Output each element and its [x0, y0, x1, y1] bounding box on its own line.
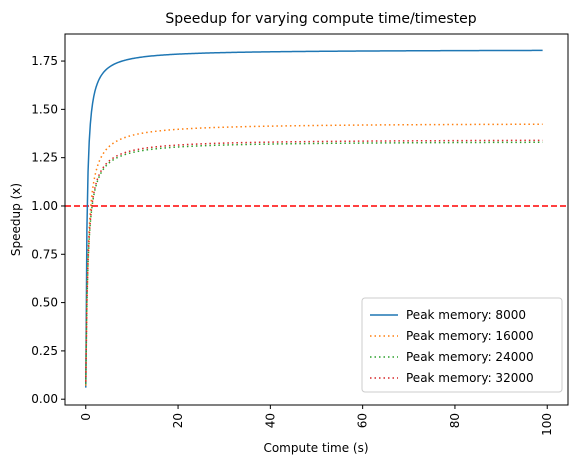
series-line-1: [85, 49, 543, 388]
y-tick-label: 1.75: [31, 54, 58, 68]
y-tick-label: 0.00: [31, 392, 58, 406]
x-tick-label: 100: [540, 413, 554, 436]
x-tick-label: 20: [171, 413, 185, 428]
y-tick-label: 1.50: [31, 102, 58, 116]
x-tick-label: 40: [263, 413, 277, 428]
series-line-4: [85, 139, 543, 382]
legend-label-4: Peak memory: 32000: [406, 371, 534, 385]
legend-label-1: Peak memory: 8000: [406, 308, 526, 322]
legend-label-2: Peak memory: 16000: [406, 329, 534, 343]
series-line-3: [85, 141, 543, 384]
x-tick-label: 80: [448, 413, 462, 428]
x-axis-label: Compute time (s): [263, 441, 368, 455]
plot-area: [65, 49, 568, 388]
y-tick-label: 0.50: [31, 296, 58, 310]
y-axis-label: Speedup (x): [9, 183, 23, 256]
y-tick-label: 1.25: [31, 151, 58, 165]
x-tick-label: 0: [79, 413, 93, 421]
series-line-2: [85, 123, 543, 386]
legend-box: [361, 297, 563, 393]
y-tick-label: 0.75: [31, 247, 58, 261]
y-tick-label: 1.00: [31, 199, 58, 213]
legend-label-3: Peak memory: 24000: [406, 350, 534, 364]
y-axis-ticks: 0.00 0.25 0.50 0.75 1.00 1.25 1.50 1.75: [31, 54, 65, 406]
y-tick-label: 0.25: [31, 344, 58, 358]
plot-frame: [64, 33, 569, 406]
series-group: [85, 49, 543, 388]
x-axis-ticks: 0 20 40 60 80 100: [79, 405, 554, 436]
x-tick-label: 60: [356, 413, 370, 428]
chart-title: Speedup for varying compute time/timeste…: [165, 11, 476, 27]
legend: Peak memory: 8000 Peak memory: 16000 Peak …: [361, 297, 563, 393]
